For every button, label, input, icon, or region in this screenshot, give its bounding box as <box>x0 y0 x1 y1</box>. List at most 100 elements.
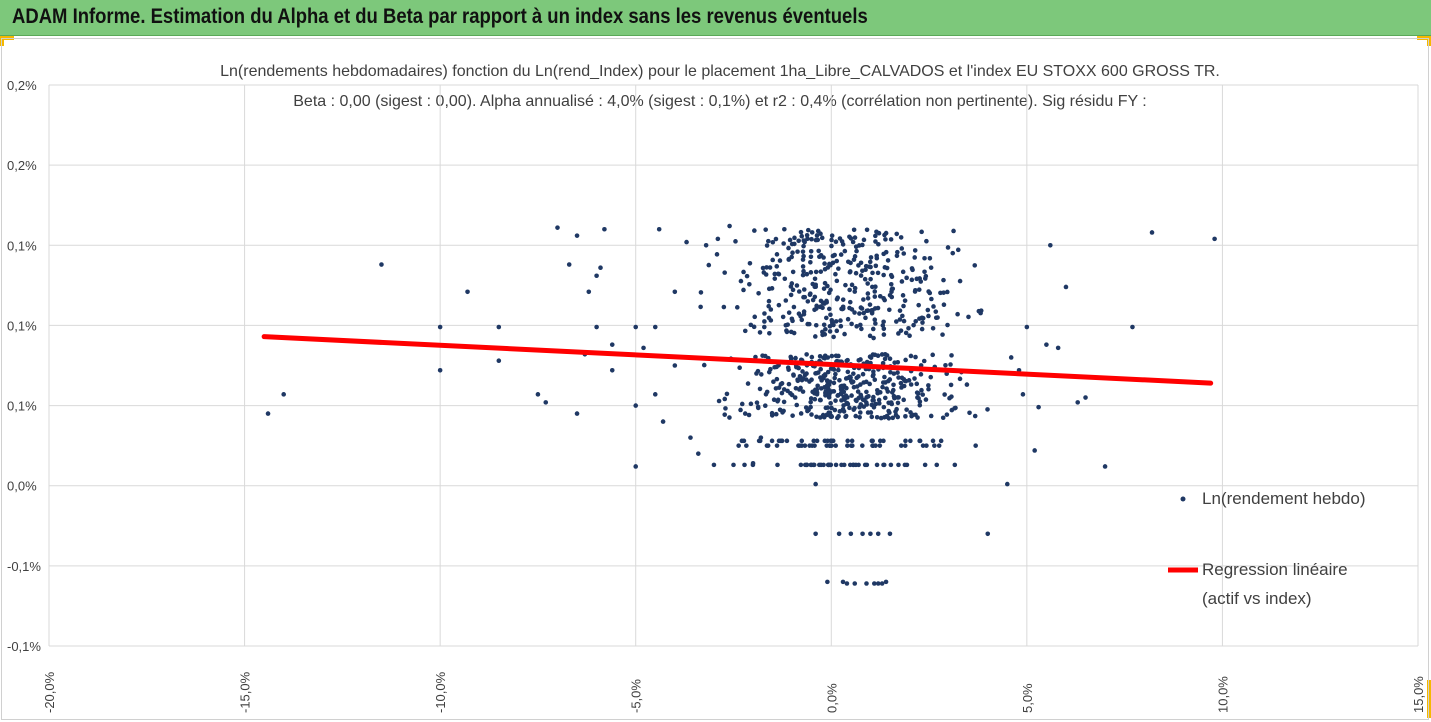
scatter-point <box>881 251 886 257</box>
scatter-point <box>898 235 904 240</box>
scatter-point <box>727 415 732 420</box>
scatter-point <box>872 352 878 358</box>
scatter-point <box>867 259 873 265</box>
scatter-point <box>801 238 806 243</box>
y-tick-label: -0,1% <box>7 639 41 654</box>
scatter-point <box>938 438 944 444</box>
scatter-point <box>761 270 767 275</box>
scatter-point <box>851 371 856 376</box>
scatter-point <box>437 368 443 373</box>
scatter-point <box>932 443 937 448</box>
scatter-point <box>847 374 853 380</box>
scatter-point <box>734 305 740 310</box>
scatter-point <box>942 392 947 397</box>
scatter-point <box>847 234 852 240</box>
scatter-point <box>641 345 646 351</box>
x-tick-label: 15,0% <box>1411 676 1426 713</box>
scatter-point <box>851 227 857 233</box>
scatter-point <box>746 412 752 418</box>
scatter-point <box>894 253 900 259</box>
scatter-point <box>790 413 795 418</box>
scatter-point <box>827 443 832 448</box>
scatter-point <box>656 226 662 232</box>
scatter-point <box>876 401 882 406</box>
scatter-point <box>817 304 823 310</box>
scatter-point <box>865 308 871 313</box>
scatter-point <box>901 318 907 324</box>
scatter-point <box>957 376 963 382</box>
corner-marker-bottom-right <box>1427 680 1431 718</box>
scatter-point <box>813 322 819 328</box>
scatter-point <box>897 317 903 322</box>
scatter-point <box>808 254 814 260</box>
scatter-point <box>801 287 807 292</box>
scatter-point <box>920 320 925 325</box>
scatter-point <box>901 376 907 382</box>
scatter-point <box>845 316 851 322</box>
scatter-point <box>821 355 826 361</box>
scatter-point <box>891 382 896 388</box>
scatter-point <box>883 237 888 242</box>
scatter-point <box>861 310 867 316</box>
scatter-point <box>985 407 990 412</box>
scatter-point <box>574 411 580 416</box>
scatter-point <box>895 249 900 255</box>
scatter-point <box>881 326 887 332</box>
scatter-point <box>868 255 874 260</box>
scatter-point <box>973 443 978 448</box>
scatter-point <box>912 255 917 260</box>
scatter-point <box>842 248 848 254</box>
scatter-point <box>852 235 858 240</box>
scatter-point <box>1130 324 1135 330</box>
scatter-point <box>745 381 751 386</box>
scatter-point <box>868 531 873 537</box>
scatter-point <box>715 236 721 242</box>
scatter-point <box>684 239 689 245</box>
scatter-point <box>892 360 897 365</box>
scatter-point <box>886 400 891 406</box>
scatter-point <box>609 368 615 373</box>
y-tick-label: 0,1% <box>7 318 37 333</box>
scatter-point <box>938 290 943 296</box>
scatter-point <box>496 324 502 330</box>
scatter-point <box>816 462 822 468</box>
scatter-point <box>747 261 753 266</box>
scatter-point <box>828 400 833 406</box>
scatter-point <box>788 292 794 298</box>
scatter-point <box>744 443 749 448</box>
legend-label-regression: Regression linéaire <box>1202 560 1348 579</box>
scatter-point <box>902 298 908 303</box>
scatter-point <box>760 265 766 271</box>
scatter-point <box>813 334 818 339</box>
scatter-point <box>829 320 835 326</box>
scatter-point <box>864 581 869 586</box>
scatter-point <box>790 269 796 275</box>
scatter-point <box>890 415 896 421</box>
scatter-point <box>1149 230 1155 235</box>
scatter-point <box>737 365 742 371</box>
scatter-point <box>832 375 837 381</box>
scatter-point <box>853 270 859 276</box>
scatter-point <box>876 241 881 247</box>
scatter-point <box>859 326 864 332</box>
scatter-point <box>652 324 658 330</box>
scatter-point <box>839 398 844 403</box>
scatter-point <box>934 462 940 468</box>
scatter-point <box>698 304 703 310</box>
scatter-point <box>783 298 789 303</box>
scatter-point <box>899 279 905 284</box>
scatter-point <box>543 400 549 405</box>
scatter-point <box>921 358 927 364</box>
y-axis-ticks: -0,1% -0,1% 0,0% 0,1% 0,1% 0,1% 0,2% 0,2% <box>7 78 41 654</box>
scatter-point <box>814 438 820 444</box>
scatter-point <box>757 330 763 335</box>
scatter-point <box>929 296 934 302</box>
scatter-point <box>808 462 814 468</box>
scatter-point <box>870 326 876 332</box>
scatter-point <box>908 438 913 444</box>
scatter-point <box>835 392 841 398</box>
scatter-point <box>773 411 779 417</box>
scatter-point <box>868 276 873 282</box>
scatter-point <box>858 392 864 398</box>
